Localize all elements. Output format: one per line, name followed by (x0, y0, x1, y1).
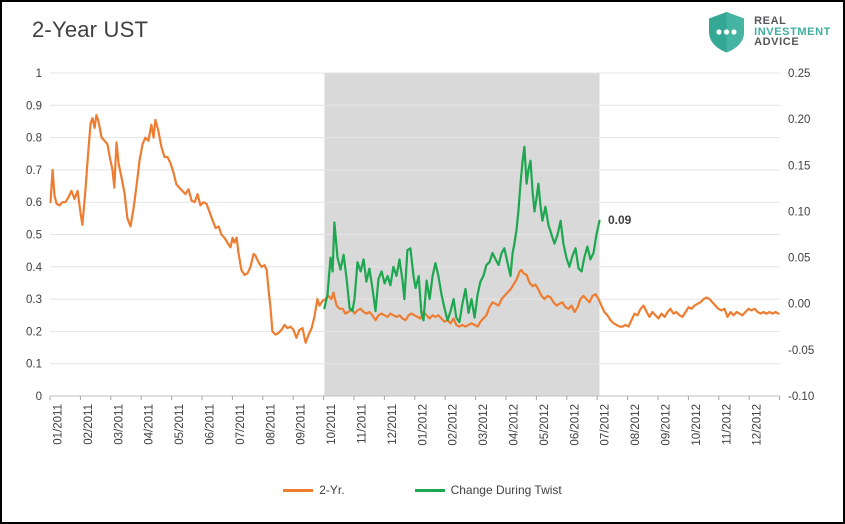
x-tick-label: 04/2011 (144, 404, 156, 445)
left-axis-tick-label: 0.5 (26, 230, 42, 242)
x-tick-label: 07/2012 (600, 404, 612, 446)
legend: 2-Yr. Change During Twist (2, 483, 843, 497)
end-value-annotation: 0.09 (608, 213, 632, 227)
left-axis-tick-label: 0.4 (26, 262, 43, 274)
x-tick-label: 10/2011 (326, 404, 338, 445)
series-line-2yr (49, 113, 780, 344)
x-tick-label: 11/2012 (721, 404, 733, 445)
logo-word-advice: ADVICE (754, 36, 800, 49)
shield-icon (709, 12, 745, 53)
x-tick-label: 03/2011 (113, 404, 125, 445)
left-axis-tick-label: 0.9 (26, 100, 42, 112)
x-tick-label: 01/2011 (53, 404, 65, 445)
left-axis-tick-label: 0.1 (26, 359, 42, 371)
x-tick-label: 09/2012 (661, 404, 673, 446)
x-tick-label: 12/2012 (752, 404, 764, 446)
logo-text: REAL INVESTMENT ADVICE (754, 16, 831, 48)
right-axis-tick-label: 0.00 (788, 299, 810, 311)
real-investment-advice-logo: REAL INVESTMENT ADVICE (706, 11, 831, 53)
series-line-twist (323, 145, 601, 324)
right-axis-tick-label: 0.10 (788, 206, 810, 218)
right-axis-tick-label: 0.20 (788, 114, 810, 126)
x-tick-label: 07/2011 (235, 404, 247, 445)
x-tick-label: 05/2011 (174, 404, 186, 445)
x-tick-label: 04/2012 (509, 404, 521, 446)
x-tick-label: 06/2012 (569, 404, 581, 446)
x-tick-label: 05/2012 (539, 404, 551, 446)
chart-title: 2-Year UST (32, 17, 149, 42)
legend-label-2yr: 2-Yr. (319, 483, 345, 497)
x-tick-label: 02/2011 (83, 404, 95, 445)
right-axis-tick-label: 0.25 (788, 68, 810, 80)
left-axis-tick-label: 0.6 (26, 197, 42, 209)
right-axis-tick-label: 0.05 (788, 253, 810, 265)
left-axis-tick-label: 0.7 (26, 165, 42, 177)
logo-word-real: REAL (754, 15, 787, 28)
right-axis-tick-label: -0.05 (788, 345, 814, 357)
legend-item-2yr: 2-Yr. (283, 483, 345, 497)
x-tick-label: 06/2011 (205, 404, 217, 445)
x-tick-label: 08/2011 (265, 404, 277, 445)
legend-item-twist: Change During Twist (414, 483, 562, 497)
legend-swatch-2yr (283, 488, 314, 492)
x-tick-label: 01/2012 (417, 404, 429, 446)
plot-area: 01/2011 02/2011 03/2011 04/2011 05/2011 06/20… (26, 68, 814, 446)
left-axis-tick-label: 0.8 (26, 133, 42, 145)
left-axis-tick-label: 0.2 (26, 326, 42, 338)
legend-swatch-twist (414, 488, 445, 492)
x-tick-label: 10/2012 (691, 404, 703, 446)
left-axis-tick-label: 0 (36, 391, 42, 403)
x-tick-label: 12/2011 (387, 404, 399, 445)
x-tick-label: 11/2011 (357, 404, 369, 444)
x-tick-label: 02/2012 (448, 404, 460, 446)
legend-label-twist: Change During Twist (450, 483, 562, 497)
x-tick-label: 08/2012 (630, 404, 642, 446)
left-axis-tick-label: 0.3 (26, 294, 42, 306)
left-axis-tick-label: 1 (36, 68, 42, 80)
logo-word-investment: INVESTMENT (754, 25, 831, 38)
x-tick-label: 03/2012 (478, 404, 490, 446)
x-tick-label: 09/2011 (296, 404, 308, 445)
right-axis-tick-label: -0.10 (788, 391, 814, 403)
right-axis-tick-label: 0.15 (788, 160, 810, 172)
